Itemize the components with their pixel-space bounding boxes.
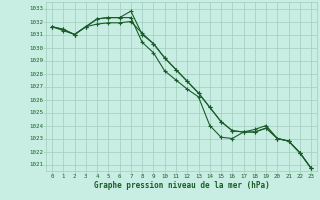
X-axis label: Graphe pression niveau de la mer (hPa): Graphe pression niveau de la mer (hPa): [94, 181, 269, 190]
